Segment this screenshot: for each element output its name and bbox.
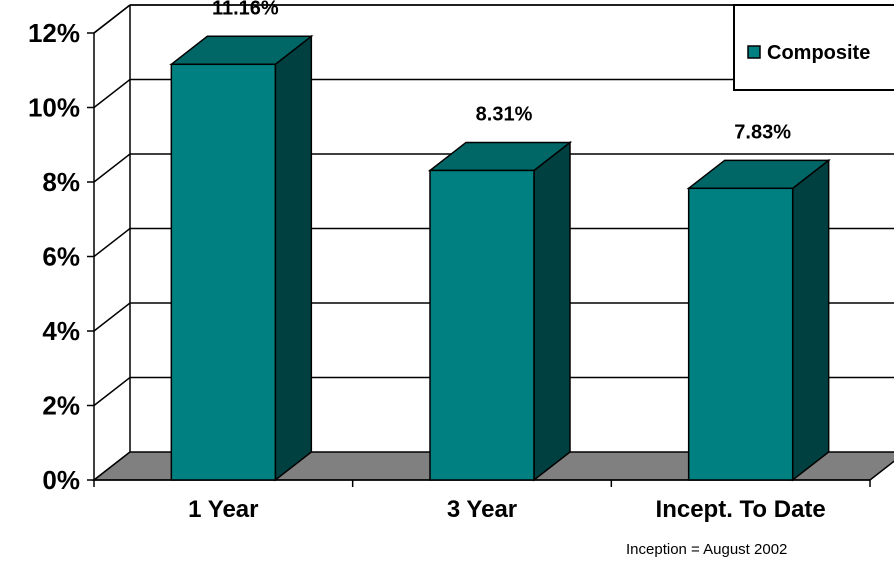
y-tick-label: 2% xyxy=(42,391,80,421)
side-gridline-8 xyxy=(93,153,131,183)
data-labels: 11.16% 8.31% 7.83% xyxy=(212,0,791,143)
side-gridline-6 xyxy=(93,227,131,258)
data-label: 11.16% xyxy=(212,0,279,19)
y-tick-label: 10% xyxy=(28,93,80,123)
category-label: Incept. To Date xyxy=(656,496,826,523)
side-gridline-10 xyxy=(93,78,131,109)
bars xyxy=(169,34,831,482)
bar-front xyxy=(687,187,794,481)
side-gridline-12 xyxy=(93,4,131,34)
legend: Composite xyxy=(733,4,894,91)
data-label: 8.31% xyxy=(476,103,533,125)
y-tick-label: 6% xyxy=(42,242,80,272)
category-label: 3 Year xyxy=(447,496,517,523)
legend-swatch xyxy=(747,45,761,59)
bar-side xyxy=(791,158,830,482)
legend-label: Composite xyxy=(767,42,870,64)
bar-side xyxy=(274,34,313,482)
category-label: 1 Year xyxy=(188,496,258,523)
y-tick-label: 4% xyxy=(42,316,80,346)
category-labels: 1 Year 3 Year Incept. To Date xyxy=(93,480,871,523)
bar-front xyxy=(170,63,277,481)
y-tick-label: 12% xyxy=(28,18,80,48)
bar xyxy=(686,158,831,482)
bar xyxy=(427,140,573,482)
bar-front xyxy=(429,169,535,481)
y-tick-label: 8% xyxy=(42,167,80,197)
bar xyxy=(169,34,314,482)
bar-side xyxy=(533,140,571,482)
y-tick-labels: 0% 2% 4% 6% 8% 10% 12% xyxy=(28,18,94,495)
y-tick-label: 0% xyxy=(42,465,80,495)
side-gridline-4 xyxy=(93,302,131,332)
side-gridline-2 xyxy=(93,376,131,407)
footnote: Inception = August 2002 xyxy=(626,541,787,558)
data-label: 7.83% xyxy=(734,121,791,143)
